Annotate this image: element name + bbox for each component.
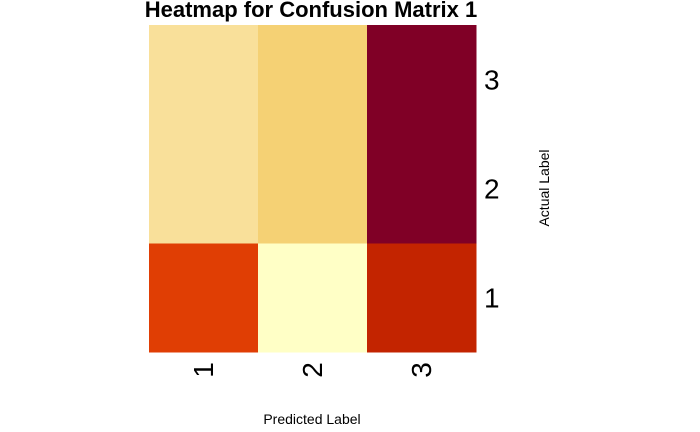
y-tick-label-1: 1 bbox=[484, 283, 500, 314]
heatmap-cell-actual-2-predicted-2 bbox=[258, 134, 368, 244]
heatmap-cell-actual-1-predicted-3 bbox=[367, 243, 477, 353]
heatmap-cell-actual-3-predicted-1 bbox=[149, 25, 259, 135]
y-tick-label-3: 3 bbox=[484, 65, 500, 96]
axis-ticks: 1 2 3 1 2 3 bbox=[188, 65, 500, 378]
x-axis-label: Predicted Label bbox=[263, 411, 360, 427]
heatmap-cell-actual-3-predicted-2 bbox=[258, 25, 368, 135]
y-axis-label: Actual Label bbox=[536, 149, 552, 226]
heatmap-cell-actual-2-predicted-1 bbox=[149, 134, 259, 244]
heatmap-cells bbox=[149, 25, 477, 353]
chart-title: Heatmap for Confusion Matrix 1 bbox=[145, 0, 477, 22]
y-tick-label-2: 2 bbox=[484, 174, 500, 205]
x-tick-label-1: 1 bbox=[188, 362, 219, 378]
heatmap-cell-actual-2-predicted-3 bbox=[367, 134, 477, 244]
heatmap-cell-actual-3-predicted-3 bbox=[367, 25, 477, 135]
heatmap-cell-actual-1-predicted-1 bbox=[149, 243, 259, 353]
x-tick-label-2: 2 bbox=[297, 362, 328, 378]
x-tick-label-3: 3 bbox=[406, 362, 437, 378]
heatmap-cell-actual-1-predicted-2 bbox=[258, 243, 368, 353]
